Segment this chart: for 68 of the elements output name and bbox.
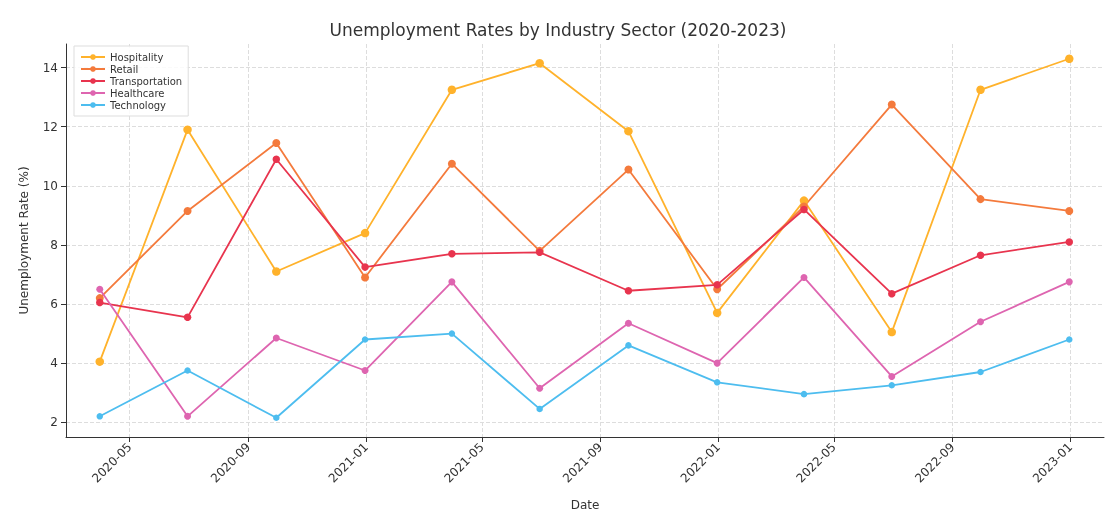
point <box>360 228 370 238</box>
point <box>625 342 632 349</box>
point <box>448 250 456 258</box>
point <box>96 285 104 293</box>
point <box>273 414 280 422</box>
legend-label: Technology <box>109 99 167 111</box>
point <box>272 267 281 276</box>
point <box>977 368 984 376</box>
point <box>95 357 105 366</box>
point <box>976 85 985 95</box>
y-tick-label: 6 <box>50 297 58 312</box>
point <box>1065 278 1073 286</box>
x-axis-title: Date <box>570 498 600 512</box>
point <box>713 281 721 289</box>
point <box>624 286 633 295</box>
y-tick-label: 10 <box>42 178 58 193</box>
point <box>888 289 896 298</box>
y-tick-label: 2 <box>50 415 58 430</box>
y-tick-label: 14 <box>42 60 58 75</box>
point <box>183 125 192 134</box>
legend-label: Hospitality <box>110 51 164 63</box>
legend-label: Transportation <box>109 75 183 87</box>
point <box>800 273 808 281</box>
point <box>624 165 633 174</box>
point <box>713 359 721 367</box>
point <box>800 390 808 398</box>
point <box>624 126 633 136</box>
point <box>888 382 896 389</box>
point <box>887 100 896 109</box>
point <box>272 334 280 342</box>
point <box>183 206 192 215</box>
point <box>361 336 369 343</box>
point <box>976 195 985 204</box>
y-tick-label: 4 <box>50 356 58 371</box>
y-tick-label: 8 <box>50 237 58 252</box>
point <box>96 413 104 420</box>
point <box>1066 336 1073 343</box>
point <box>361 273 370 282</box>
point <box>887 327 897 337</box>
point <box>272 138 281 147</box>
point <box>447 85 457 95</box>
point <box>184 367 191 374</box>
y-axis-title: Unemployment Rate (%) <box>17 166 31 315</box>
point <box>448 278 456 286</box>
point <box>888 372 896 380</box>
legend-label: Retail <box>110 63 139 75</box>
point <box>361 367 369 375</box>
point <box>976 251 985 260</box>
point <box>535 58 544 68</box>
point <box>96 298 104 307</box>
legend-label: Healthcare <box>110 87 165 99</box>
point <box>977 318 985 326</box>
chart-title: Unemployment Rates by Industry Sector (2020-2023) <box>329 19 787 40</box>
point <box>713 379 721 386</box>
point <box>536 405 543 413</box>
point <box>447 159 456 168</box>
point <box>448 330 456 337</box>
point <box>1065 238 1074 246</box>
y-tick-label: 12 <box>42 119 58 134</box>
point <box>184 412 192 420</box>
point <box>183 313 192 322</box>
point <box>1065 54 1074 64</box>
point <box>624 319 632 327</box>
point <box>712 308 722 318</box>
point <box>361 263 369 271</box>
point <box>536 384 544 392</box>
point <box>272 155 281 163</box>
point <box>1065 206 1074 215</box>
